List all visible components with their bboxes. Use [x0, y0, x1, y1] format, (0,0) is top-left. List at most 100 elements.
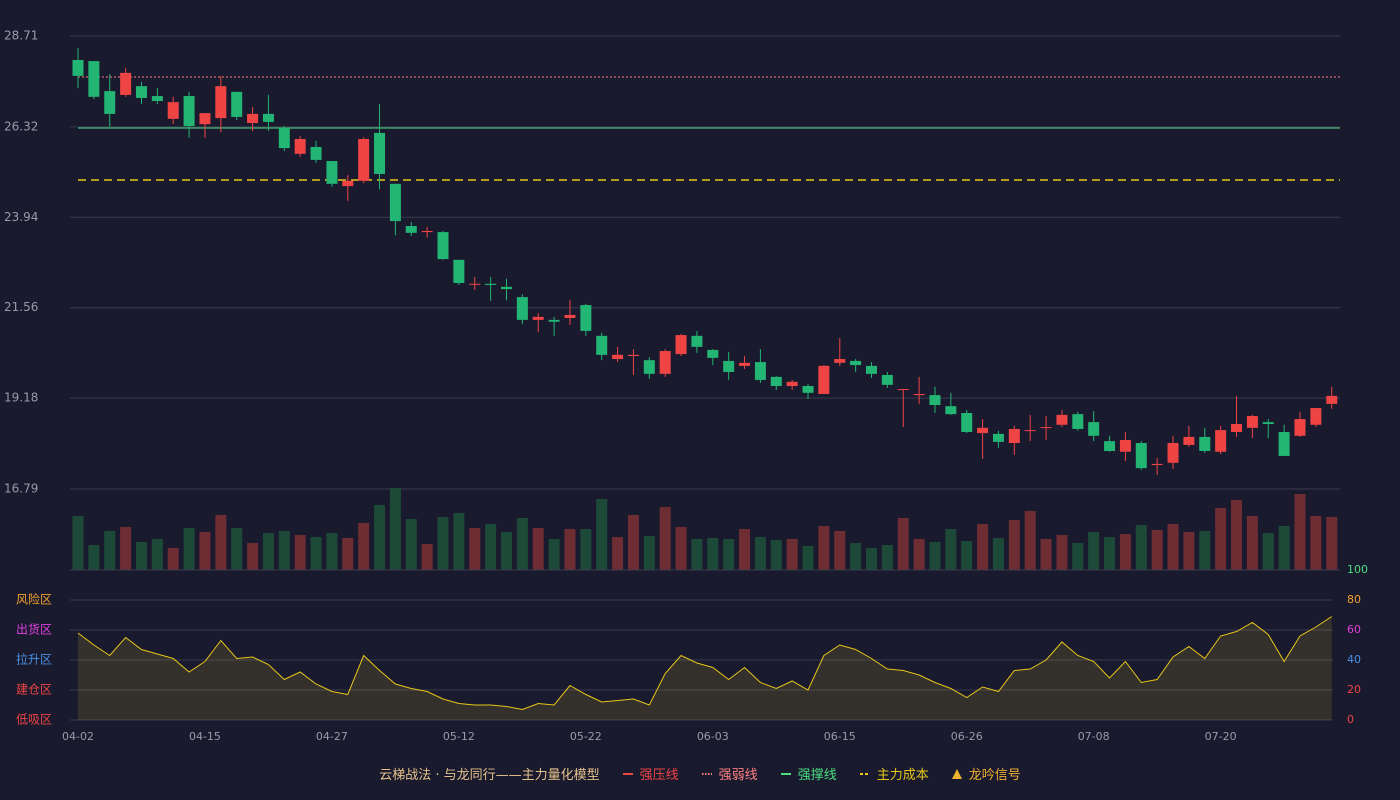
- y-tick-label: 40: [1347, 653, 1361, 666]
- candle-body: [72, 59, 84, 76]
- volume-bar: [151, 539, 163, 570]
- volume-bar: [405, 519, 417, 570]
- legend-marker: [859, 772, 870, 775]
- oscillator-line: [77, 616, 1333, 711]
- y-tick-label: 80: [1347, 593, 1361, 606]
- volume-bar: [88, 545, 100, 570]
- candle-body: [1326, 395, 1338, 404]
- candle-body: [739, 362, 751, 366]
- volume-bar: [596, 499, 608, 570]
- candle-body: [596, 335, 608, 355]
- candle-body: [961, 412, 973, 432]
- candle-body: [834, 359, 846, 363]
- candle-body: [802, 386, 814, 393]
- candle-body: [1262, 422, 1274, 425]
- volume-bar: [278, 531, 290, 570]
- volume-bar: [469, 528, 481, 570]
- candle-body: [262, 113, 274, 122]
- volume-bar: [485, 524, 497, 570]
- volume-bar: [897, 518, 909, 570]
- y-tick-label: 26.32: [4, 119, 38, 133]
- candle-body: [199, 113, 211, 125]
- candle-body: [1104, 441, 1116, 451]
- volume-bar: [262, 533, 274, 570]
- candle-body: [1024, 430, 1036, 432]
- legend: 云梯战法 · 与龙同行——主力量化模型 强压线 强弱线 强撑线 主力成本 龙吟信号: [0, 764, 1400, 783]
- volume-bar: [659, 507, 671, 570]
- volume-bar: [1008, 520, 1020, 570]
- volume-bar: [374, 505, 386, 570]
- candle-body: [881, 374, 893, 385]
- candle-body: [374, 132, 386, 174]
- legend-title: 云梯战法 · 与龙同行——主力量化模型: [379, 768, 600, 783]
- volume-bar: [437, 517, 449, 570]
- volume-bar: [866, 548, 877, 570]
- x-tick-label: 07-08: [1078, 730, 1110, 743]
- volume-bar: [72, 516, 84, 570]
- volume-bar: [548, 539, 560, 570]
- candle-body: [1294, 419, 1306, 436]
- volume-bar: [929, 542, 941, 570]
- volume-bar: [199, 532, 211, 570]
- candle-body: [167, 102, 179, 119]
- candle-body: [421, 230, 433, 233]
- volume-bar: [1326, 517, 1338, 570]
- volume-bar: [834, 531, 846, 570]
- volume-bar: [723, 539, 735, 570]
- candle-body: [564, 314, 576, 318]
- volume-bar: [643, 536, 655, 570]
- legend-item: 龙吟信号: [951, 764, 1021, 783]
- volume-bar: [961, 541, 973, 570]
- candle-body: [1056, 414, 1068, 425]
- volume-bar: [1167, 524, 1179, 570]
- candle-body: [120, 72, 132, 95]
- candle-body: [1199, 436, 1211, 451]
- candle-body: [500, 286, 512, 290]
- legend-label: 强压线: [639, 768, 679, 783]
- volume-bar: [135, 542, 147, 570]
- volume-bar: [532, 528, 544, 570]
- candle-body: [88, 61, 100, 97]
- candle-body: [278, 127, 290, 149]
- volume-bar: [675, 527, 687, 570]
- x-tick-label: 06-03: [697, 730, 729, 743]
- volume-bar: [1040, 539, 1052, 570]
- volume-bar: [627, 515, 639, 570]
- volume-bar: [1278, 526, 1290, 570]
- y-tick-label: 60: [1347, 623, 1361, 636]
- legend-marker: [780, 772, 791, 775]
- volume-bar: [754, 537, 766, 570]
- candle-body: [135, 86, 147, 98]
- x-tick-label: 04-15: [189, 730, 221, 743]
- zone-label: 建仓区: [16, 683, 52, 697]
- volume-bar: [1104, 537, 1116, 570]
- legend-label: 强撑线: [797, 768, 837, 783]
- candle-body: [1151, 463, 1163, 466]
- volume-bar: [453, 513, 465, 570]
- zone-label: 风险区: [16, 592, 52, 607]
- candle-body: [1167, 443, 1179, 463]
- candle-body: [786, 381, 798, 387]
- candle-body: [405, 226, 417, 233]
- candle-body: [548, 319, 560, 322]
- volume-bar: [1072, 543, 1084, 570]
- candle-body: [231, 91, 243, 117]
- x-tick-label: 05-22: [570, 730, 602, 743]
- volume-bar: [707, 538, 719, 570]
- volume-bar: [691, 539, 703, 570]
- zone-label: 拉升区: [16, 652, 52, 667]
- candle-body: [1231, 424, 1243, 432]
- x-tick-label: 06-26: [951, 730, 983, 743]
- volume-bar: [1088, 532, 1100, 570]
- candle-body: [516, 297, 528, 320]
- volume-bar: [389, 488, 401, 570]
- volume-bar: [612, 537, 624, 570]
- volume-bar: [1294, 494, 1306, 570]
- x-tick-label: 07-20: [1205, 730, 1237, 743]
- volume-bar: [342, 538, 354, 570]
- volume-bar: [1199, 531, 1211, 570]
- volume-bar: [1024, 511, 1036, 570]
- volume-bar: [1151, 530, 1163, 570]
- candle-body: [675, 335, 687, 355]
